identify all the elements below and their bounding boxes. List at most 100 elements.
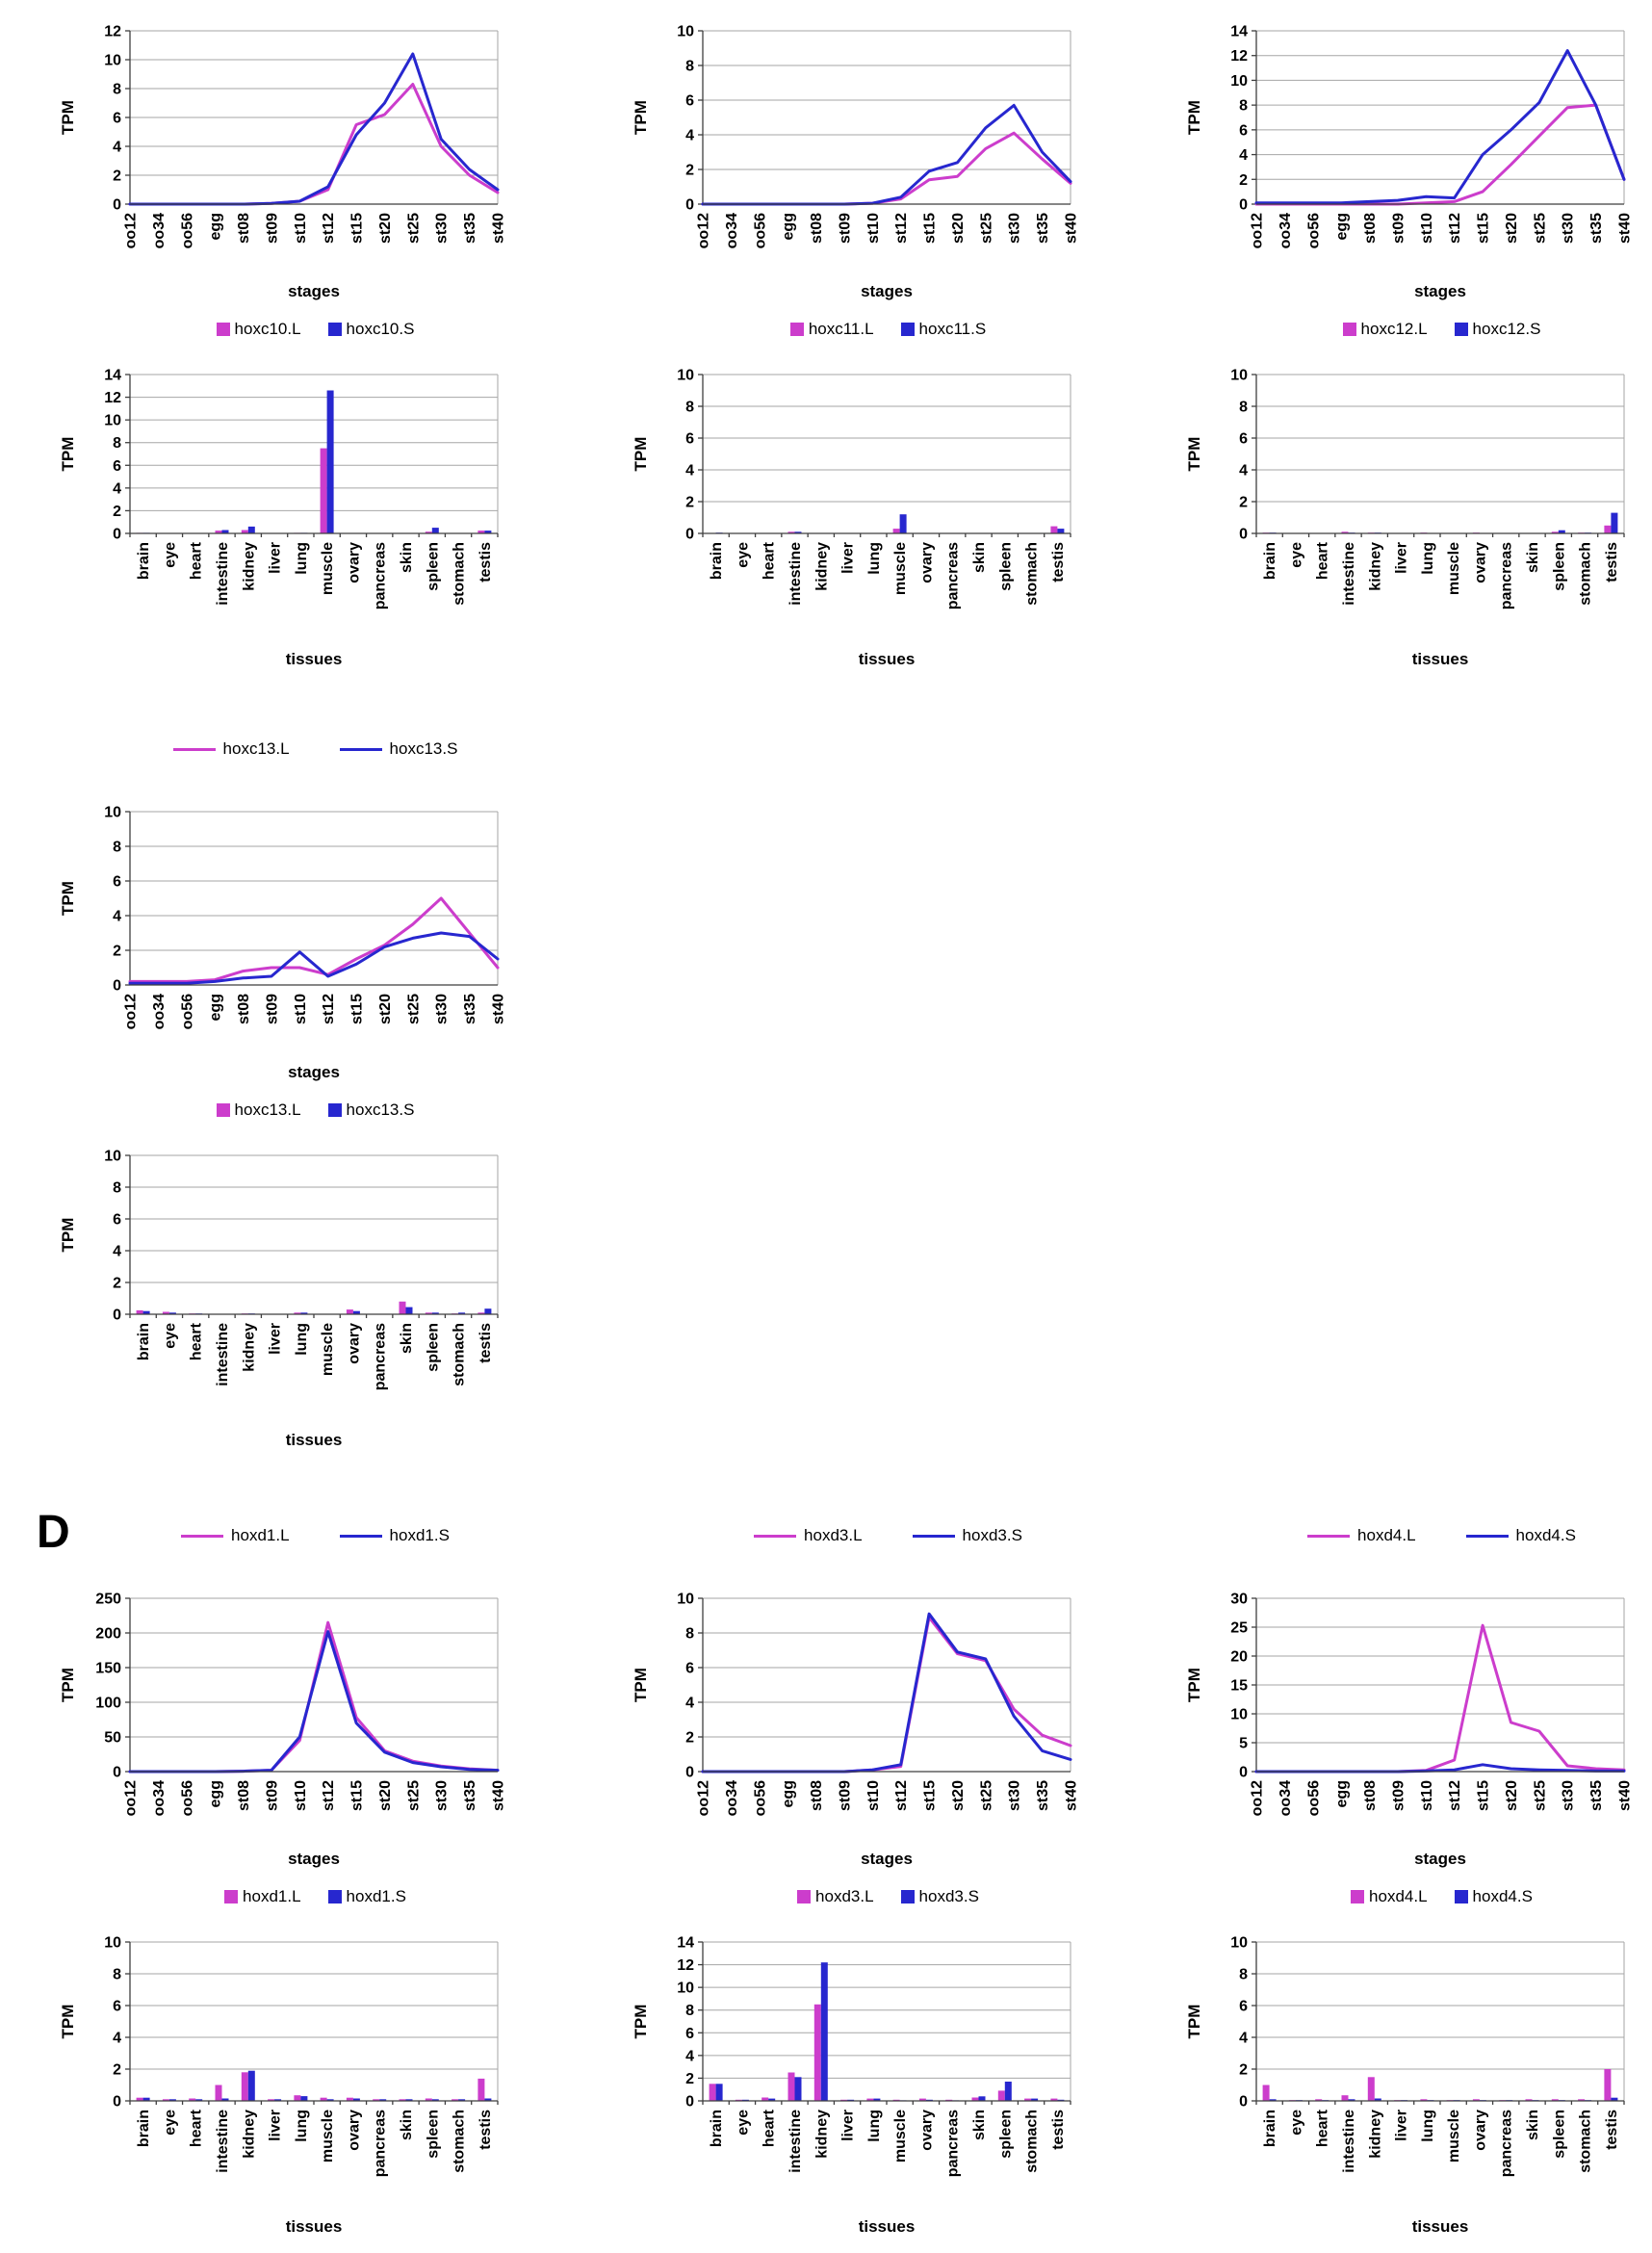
hoxc13-legend: hoxc13.L hoxc13.S <box>43 1100 505 1121</box>
svg-text:tissues: tissues <box>1412 2217 1469 2236</box>
hoxd3-tissues-bar-chart: 0 2 4 6 8 10 12 14 brain eye heart intestine kidney l… <box>616 1932 1078 2244</box>
svg-text:st35: st35 <box>1035 1780 1051 1811</box>
svg-text:oo34: oo34 <box>724 213 740 248</box>
svg-text:TPM: TPM <box>59 100 77 135</box>
svg-text:eye: eye <box>162 542 178 568</box>
svg-text:TPM: TPM <box>1185 1668 1203 1702</box>
svg-text:st15: st15 <box>922 213 939 244</box>
panel-hoxc11: 0 2 4 6 8 10 oo12 oo34 oo56 egg st08 st09 st10 st12 st… <box>616 21 1080 677</box>
svg-text:intestine: intestine <box>787 2110 804 2173</box>
svg-text:st40: st40 <box>1064 1780 1079 1811</box>
legend-item-hoxd3.L: hoxd3.L <box>797 1887 874 1906</box>
cell-hoxd1: hoxd1.L hoxd1.S 0 50 100 150 200 250 oo12 oo34 oo… <box>0 1525 573 2244</box>
chart-svg: 0 50 100 150 200 250 oo12 oo34 oo56 egg st08 st09 st… <box>59 1592 507 1869</box>
legend-label: hoxd4.L <box>1357 1526 1416 1544</box>
svg-text:2: 2 <box>113 2062 121 2079</box>
svg-text:oo56: oo56 <box>1305 1780 1322 1816</box>
svg-text:100: 100 <box>95 1696 121 1712</box>
svg-text:st15: st15 <box>349 213 366 244</box>
svg-text:st09: st09 <box>1390 213 1407 244</box>
svg-text:st12: st12 <box>893 213 910 244</box>
svg-text:ovary: ovary <box>346 1323 362 1364</box>
panel-hoxd4: hoxd4.L hoxd4.S 0 5 10 15 20 25 30 oo12 oo34 oo56 e… <box>1170 1525 1634 2244</box>
svg-text:0: 0 <box>113 2094 121 2111</box>
hoxc10-tissues-bar-chart: 0 2 4 6 8 10 12 14 brain eye heart intestine kidney l… <box>43 365 505 677</box>
legend-label: hoxc13.S <box>389 739 458 758</box>
empty-cell <box>573 738 1126 1458</box>
svg-text:4: 4 <box>1239 147 1248 164</box>
svg-text:st20: st20 <box>377 994 394 1024</box>
svg-text:st08: st08 <box>809 213 825 244</box>
svg-text:4: 4 <box>685 1696 694 1712</box>
svg-text:4: 4 <box>685 463 694 479</box>
svg-text:TPM: TPM <box>1185 100 1203 135</box>
svg-text:st09: st09 <box>264 1780 280 1811</box>
chart-svg: 0 2 4 6 8 10 12 14 oo12 oo34 oo56 egg st08 st09 st10 st… <box>1185 24 1634 301</box>
svg-text:tissues: tissues <box>286 650 343 668</box>
legend-swatch-icon <box>1342 323 1356 336</box>
svg-text:14: 14 <box>677 1935 694 1952</box>
svg-text:TPM: TPM <box>59 437 77 472</box>
svg-text:6: 6 <box>113 1999 121 2015</box>
svg-text:stages: stages <box>1414 282 1466 300</box>
svg-text:brain: brain <box>709 542 725 580</box>
svg-text:brain: brain <box>136 542 152 580</box>
svg-text:st12: st12 <box>1447 1780 1463 1811</box>
svg-text:oo12: oo12 <box>1250 213 1266 248</box>
svg-text:kidney: kidney <box>241 1323 257 1372</box>
svg-text:5: 5 <box>1239 1736 1248 1752</box>
svg-text:6: 6 <box>1239 122 1248 139</box>
svg-text:2: 2 <box>113 1276 121 1292</box>
legend-label: hoxd3.S <box>918 1887 979 1905</box>
svg-text:10: 10 <box>1230 1935 1248 1952</box>
hoxc10-legend: hoxc10.L hoxc10.S <box>43 319 505 340</box>
cell-hoxc13: hoxc13.L hoxc13.S 0 2 4 6 8 10 oo12 oo34 oo56 egg s… <box>0 738 573 1458</box>
legend-item-hoxc13.L: hoxc13.L <box>216 1101 301 1120</box>
svg-text:6: 6 <box>113 111 121 127</box>
svg-text:heart: heart <box>761 541 778 580</box>
cell-hoxd3: hoxd3.L hoxd3.S 0 2 4 6 8 10 oo12 oo34 oo56 egg st0… <box>573 1525 1126 2244</box>
svg-text:stages: stages <box>288 1063 340 1081</box>
svg-text:200: 200 <box>95 1626 121 1643</box>
panel-hoxd3: hoxd3.L hoxd3.S 0 2 4 6 8 10 oo12 oo34 oo56 egg st0… <box>616 1525 1080 2244</box>
svg-text:st40: st40 <box>491 213 506 244</box>
svg-text:2: 2 <box>685 495 694 511</box>
svg-text:6: 6 <box>685 93 694 110</box>
svg-text:pancreas: pancreas <box>373 542 389 609</box>
legend-label: hoxc13.L <box>222 739 290 758</box>
svg-text:brain: brain <box>1262 542 1278 580</box>
svg-text:st35: st35 <box>462 994 478 1024</box>
svg-text:heart: heart <box>189 2109 205 2147</box>
svg-text:intestine: intestine <box>215 2110 231 2173</box>
svg-text:skin: skin <box>399 1323 415 1354</box>
svg-text:st10: st10 <box>865 213 882 244</box>
svg-text:6: 6 <box>113 1212 121 1229</box>
chart-svg: 0 2 4 6 8 10 brain eye heart intestine kidney liver… <box>632 368 1071 668</box>
svg-text:2: 2 <box>113 944 121 960</box>
svg-text:12: 12 <box>104 24 121 40</box>
hoxc11-legend: hoxc11.L hoxc11.S <box>616 319 1078 340</box>
svg-text:oo56: oo56 <box>179 213 195 248</box>
svg-text:2: 2 <box>685 163 694 179</box>
svg-text:pancreas: pancreas <box>1499 542 1515 609</box>
svg-text:stomach: stomach <box>1578 2110 1594 2173</box>
svg-text:eye: eye <box>1288 542 1304 568</box>
svg-text:tissues: tissues <box>286 1431 343 1449</box>
legend-swatch-icon <box>1351 1890 1365 1903</box>
svg-text:st30: st30 <box>1007 1780 1023 1811</box>
hoxc11-tissues-bar-chart: 0 2 4 6 8 10 brain eye heart intestine kidney liver… <box>616 365 1078 677</box>
legend-swatch-icon <box>172 747 216 751</box>
svg-text:skin: skin <box>971 2110 988 2140</box>
svg-text:pancreas: pancreas <box>945 542 962 609</box>
legend-item-hoxd4.L: hoxd4.L <box>1351 1887 1428 1906</box>
svg-text:8: 8 <box>113 435 121 452</box>
svg-text:12: 12 <box>677 1957 694 1974</box>
svg-text:25: 25 <box>1230 1620 1248 1637</box>
svg-text:intestine: intestine <box>215 1323 231 1386</box>
chart-svg: 0 2 4 6 8 10 oo12 oo34 oo56 egg st08 st09 st10 st12 st… <box>59 805 507 1082</box>
svg-text:10: 10 <box>677 368 694 384</box>
svg-text:st15: st15 <box>349 1780 366 1811</box>
svg-text:6: 6 <box>685 1661 694 1677</box>
